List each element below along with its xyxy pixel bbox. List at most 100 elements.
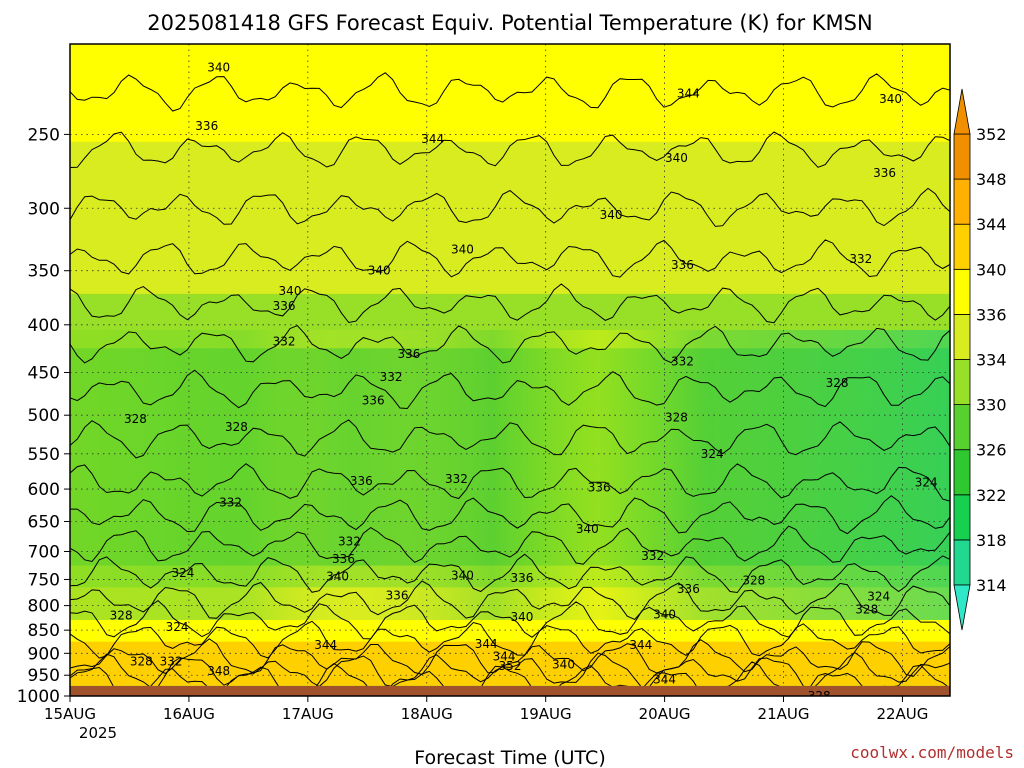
contour-line bbox=[70, 283, 950, 324]
field-band bbox=[70, 54, 950, 67]
field-band bbox=[70, 152, 950, 165]
y-tick-label: 400 bbox=[28, 316, 60, 336]
y-tick-label: 250 bbox=[28, 125, 60, 145]
contour-label: 328 bbox=[665, 411, 688, 425]
grid-lines bbox=[70, 44, 950, 696]
contour-label: 340 bbox=[510, 610, 533, 624]
field-band bbox=[70, 272, 950, 284]
contour-label: 344 bbox=[653, 672, 676, 686]
x-tick-label: 20AUG bbox=[639, 705, 691, 723]
credit-text: coolwx.com/models bbox=[850, 743, 1014, 762]
field-band bbox=[70, 87, 950, 99]
field-band bbox=[70, 293, 950, 306]
contour-label: 344 bbox=[475, 637, 498, 651]
field-band bbox=[70, 44, 950, 56]
x-tick-label: 19AUG bbox=[520, 705, 572, 723]
contour-label: 324 bbox=[166, 620, 189, 634]
y-tick-label: 1000 bbox=[17, 687, 60, 707]
contour-label: 328 bbox=[742, 574, 765, 588]
colorbar-label: 330 bbox=[976, 396, 1007, 415]
contour-label: 340 bbox=[207, 61, 230, 75]
contour-label: 332 bbox=[338, 535, 361, 549]
contour-label: 344 bbox=[314, 638, 337, 652]
colorbar-box bbox=[953, 223, 971, 270]
field-band bbox=[70, 652, 950, 664]
contour-line bbox=[70, 72, 950, 112]
contour-line bbox=[70, 369, 950, 410]
contour-lines bbox=[70, 72, 950, 696]
ground-surface bbox=[70, 685, 950, 696]
colorbar-label: 334 bbox=[976, 351, 1007, 370]
contour-label: 332 bbox=[380, 370, 403, 384]
contour-label: 332 bbox=[219, 495, 242, 509]
x-tick-label: 21AUG bbox=[758, 705, 810, 723]
contour-label: 328 bbox=[110, 609, 133, 623]
contour-label: 340 bbox=[600, 208, 623, 222]
y-tick-label: 900 bbox=[28, 644, 60, 664]
y-tick-label: 650 bbox=[28, 512, 60, 532]
colorbar-label: 336 bbox=[976, 305, 1007, 324]
contour-label: 340 bbox=[368, 264, 391, 278]
contour-label: 340 bbox=[665, 151, 688, 165]
contour-label: 328 bbox=[808, 689, 831, 703]
colorbar-label: 322 bbox=[976, 486, 1007, 505]
contour-label: 332 bbox=[671, 355, 694, 369]
field-band bbox=[70, 283, 950, 295]
field-band bbox=[70, 674, 950, 686]
contour-label: 336 bbox=[350, 474, 373, 488]
contour-line bbox=[70, 599, 950, 640]
contour-label: 336 bbox=[332, 552, 355, 566]
contour-label: 332 bbox=[849, 252, 872, 266]
field-band bbox=[70, 630, 950, 643]
contour-label: 336 bbox=[362, 393, 385, 407]
colorbar-extend-top bbox=[953, 88, 971, 135]
contour-label: 340 bbox=[451, 242, 474, 256]
contour-label: 328 bbox=[826, 376, 849, 390]
field-band bbox=[70, 619, 950, 632]
contour-label: 336 bbox=[588, 481, 611, 495]
colorbar-label: 344 bbox=[976, 215, 1007, 234]
colorbar-extend-bottom bbox=[953, 584, 971, 631]
colorbar-box bbox=[953, 313, 971, 360]
y-tick-label: 800 bbox=[28, 597, 60, 617]
plot-frame bbox=[69, 43, 951, 697]
y-tick-label: 600 bbox=[28, 480, 60, 500]
contour-label: 352 bbox=[499, 659, 522, 673]
colorbar-box bbox=[953, 494, 971, 541]
field-band bbox=[70, 239, 950, 252]
x-axis: 15AUG 16AUG 17AUG 18AUG 19AUG 20AUG 21AUG 22AUG bbox=[44, 696, 928, 723]
field-band bbox=[70, 196, 950, 208]
contour-label: 336 bbox=[677, 582, 700, 596]
contour-line bbox=[70, 580, 950, 621]
contour-label: 332 bbox=[273, 335, 296, 349]
contour-label: 324 bbox=[867, 589, 890, 603]
colorbar-label: 348 bbox=[976, 170, 1007, 189]
y-tick-label: 850 bbox=[28, 621, 60, 641]
y-tick-label: 500 bbox=[28, 406, 60, 426]
contour-line bbox=[70, 419, 950, 459]
contour-line bbox=[70, 495, 950, 535]
field-band bbox=[70, 141, 950, 154]
contour-label: 328 bbox=[124, 412, 147, 426]
contour-label: 328 bbox=[855, 603, 878, 617]
colorbar-box bbox=[953, 268, 971, 315]
contour-label: 340 bbox=[879, 92, 902, 106]
colorbar-box bbox=[953, 404, 971, 451]
chart-title: 2025081418 GFS Forecast Equiv. Potential… bbox=[147, 11, 872, 35]
contour-label: 348 bbox=[207, 664, 230, 678]
colorbar-box bbox=[953, 359, 971, 405]
field-band bbox=[70, 315, 950, 328]
colorbar-label: 318 bbox=[976, 531, 1007, 550]
contour-label: 336 bbox=[873, 166, 896, 180]
contour-label: 340 bbox=[326, 570, 349, 584]
y-tick-label: 700 bbox=[28, 543, 60, 563]
y-axis: 250 300 350 400 450 500 550 600 650 700 750 800 850 9… bbox=[17, 125, 70, 707]
field-band bbox=[70, 261, 950, 273]
y-tick-label: 350 bbox=[28, 262, 60, 282]
colorbar-label: 314 bbox=[976, 576, 1007, 595]
x-tick-label: 22AUG bbox=[876, 705, 928, 723]
colorbar-label: 326 bbox=[976, 441, 1007, 460]
contour-label: 336 bbox=[386, 588, 409, 602]
field-band bbox=[70, 304, 950, 317]
